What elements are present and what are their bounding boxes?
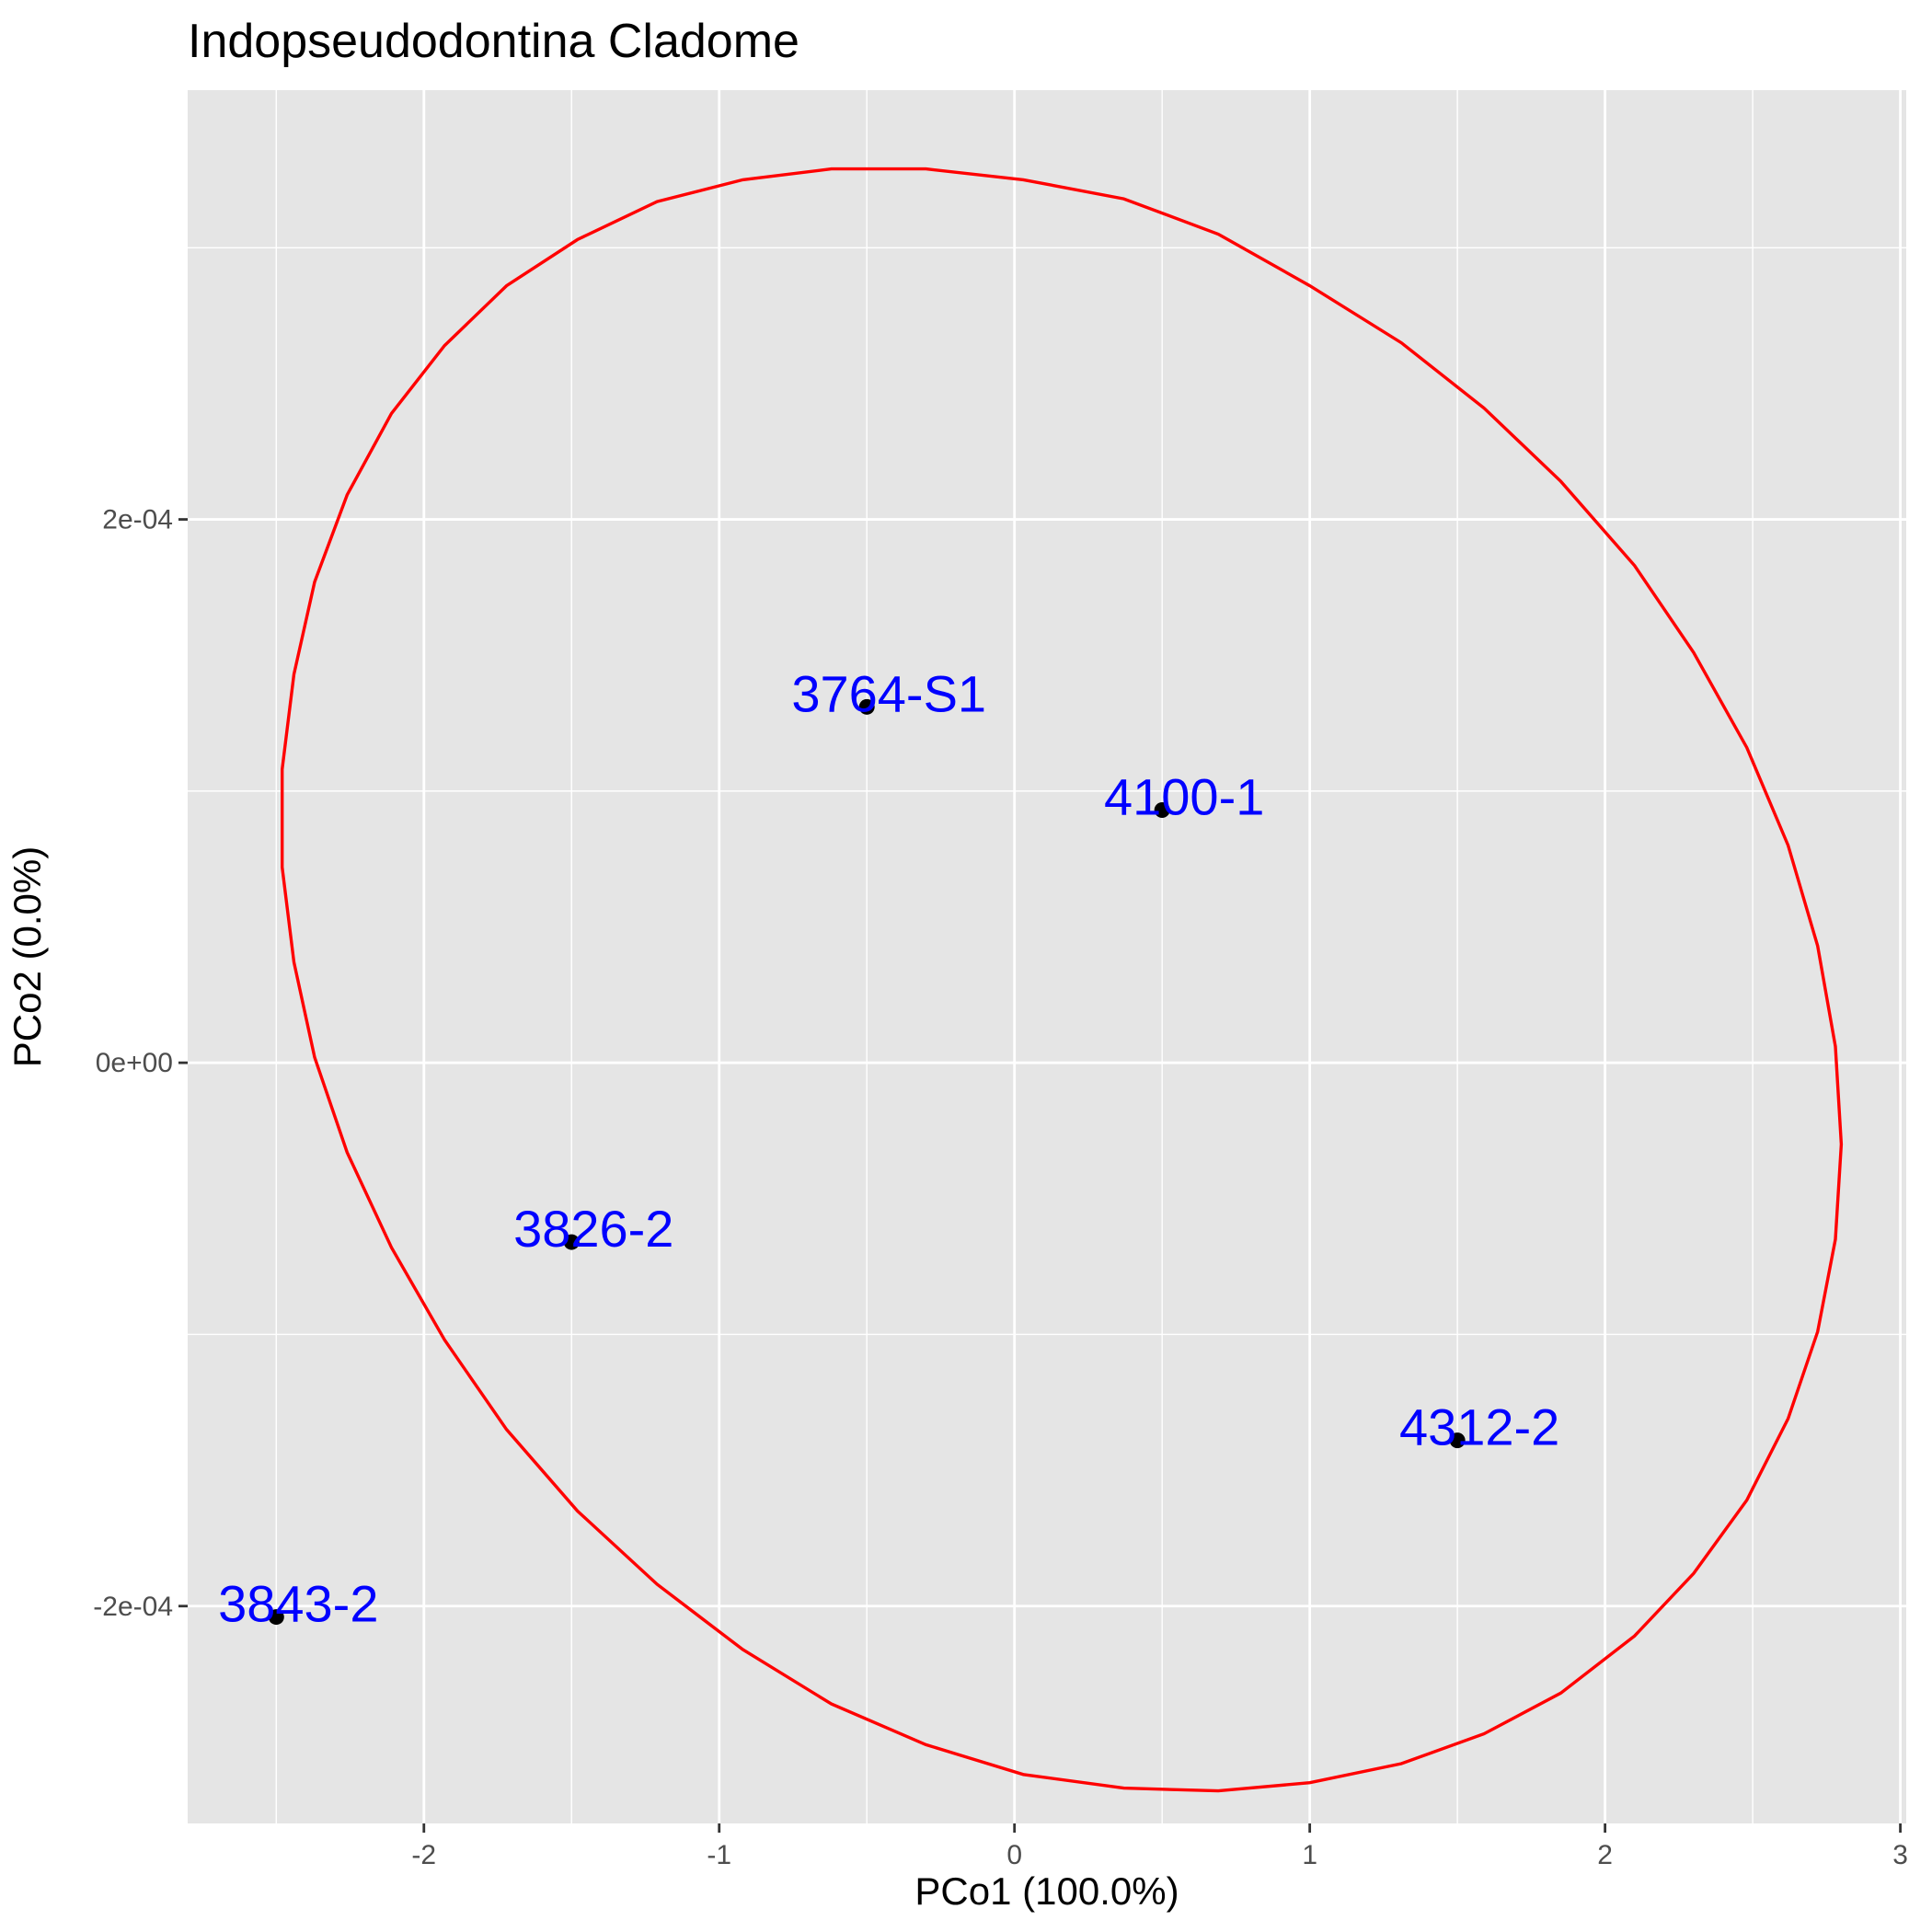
y-tick-label-1: 0e+00	[96, 1048, 173, 1078]
y-tick-label-0: -2e-04	[93, 1592, 173, 1622]
data-point-4100-1	[1154, 802, 1170, 819]
x-tick-label-2: 0	[1006, 1840, 1022, 1870]
data-points	[268, 698, 1466, 1626]
point-label-3764-S1: 3764-S1	[791, 664, 986, 722]
y-axis: -2e-04 0e+00 2e-04	[93, 505, 188, 1622]
plot-panel	[188, 90, 1906, 1823]
x-tick-label-3: 1	[1302, 1840, 1317, 1870]
y-tick-label-2: 2e-04	[102, 505, 173, 535]
data-point-3843-2	[268, 1609, 284, 1626]
point-labels: 3764-S1 4100-1 3826-2 4312-2 3843-2	[218, 664, 1559, 1632]
x-tick-label-1: -1	[707, 1840, 731, 1870]
x-tick-label-5: 3	[1892, 1840, 1908, 1870]
y-axis-title: PCo2 (0.0%)	[6, 846, 49, 1067]
point-label-3843-2: 3843-2	[218, 1575, 378, 1633]
x-axis-title: PCo1 (100.0%)	[914, 1869, 1179, 1913]
grid-minor-lines	[188, 90, 1906, 1823]
data-point-4312-2	[1449, 1432, 1466, 1449]
data-point-3764-S1	[858, 698, 875, 715]
point-label-3826-2: 3826-2	[513, 1200, 673, 1258]
x-tick-label-0: -2	[411, 1840, 436, 1870]
point-label-4312-2: 4312-2	[1399, 1398, 1559, 1456]
x-axis: -2 -1 0 1 2 3	[411, 1823, 1908, 1870]
confidence-ellipse	[281, 167, 1844, 1793]
x-tick-label-4: 2	[1597, 1840, 1613, 1870]
chart-title: Indopseudodontina Cladome	[188, 15, 799, 68]
data-point-3826-2	[563, 1234, 580, 1250]
point-label-4100-1: 4100-1	[1104, 768, 1264, 826]
grid-major-lines	[188, 90, 1906, 1823]
